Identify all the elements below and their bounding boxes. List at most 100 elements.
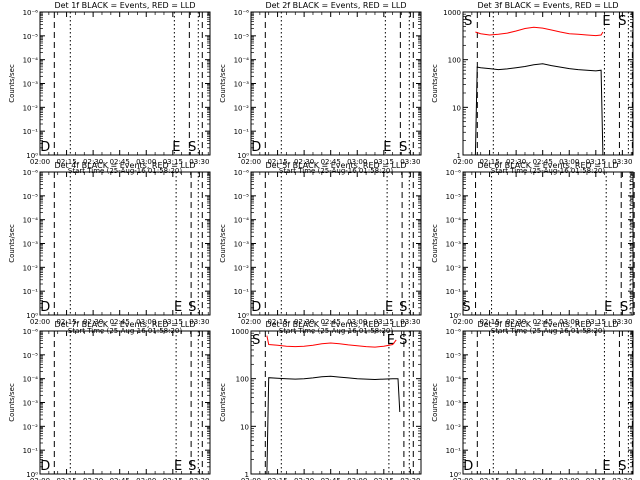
y-tick-label: 10⁻⁴ [23,57,39,65]
y-tick-label: 10⁻⁶ [446,169,462,177]
x-tick-label: 03:15 [586,158,606,166]
plot-frame [250,11,422,156]
y-tick-label: 10⁻⁴ [23,217,39,225]
x-tick-label: 02:15 [267,318,287,326]
x-tick-label: 02:45 [110,158,130,166]
x-tick-label: 03:15 [163,158,183,166]
marker-label-e: E [602,14,610,29]
x-tick-label: 03:15 [163,477,183,480]
y-tick-label: 10⁻² [234,264,250,272]
y-tick-label: 10⁻³ [23,400,39,408]
chart-panel-6: Det 6f BLACK = Events, RED = LLD Counts/s… [431,161,635,335]
y-tick-label: 10⁻¹ [446,447,462,455]
y-tick-label: 10⁻⁴ [234,217,250,225]
x-tick-label: 03:30 [612,477,632,480]
chart-panel-1: Det 1f BLACK = Events, RED = LLD Counts/s… [8,1,211,175]
marker-label-s: S [399,140,407,155]
chart-title: Det 8f BLACK = Events, RED = LLD [265,320,406,329]
x-tick-label: 03:15 [586,318,606,326]
x-tick-label: 02:00 [453,318,473,326]
x-tick-label: 02:00 [453,477,473,480]
x-tick-label: 02:00 [241,158,261,166]
lld-rate-line [266,335,397,348]
chart-panel-5: Det 5f BLACK = Events, RED = LLD Counts/s… [219,161,422,335]
plot-frame [39,330,211,475]
x-tick-label: 02:30 [506,477,526,480]
x-tick-label: 03:00 [559,477,579,480]
x-tick-label: 02:30 [506,318,526,326]
y-tick-label: 10⁻² [23,104,39,112]
chart-panel-2: Det 2f BLACK = Events, RED = LLD Counts/s… [219,1,422,175]
x-tick-label: 03:30 [189,477,209,480]
y-tick-label: 10⁻⁴ [234,57,250,65]
y-tick-label: 10⁻⁶ [234,169,250,177]
y-tick-label: 10⁻¹ [23,447,39,455]
marker-label-s: S [188,459,196,474]
x-tick-label: 02:30 [294,318,314,326]
x-tick-label: 02:00 [241,318,261,326]
x-tick-label: 03:30 [400,158,420,166]
x-tick-label: 02:00 [453,158,473,166]
marker-label-d: D [40,459,50,474]
y-tick-label: 10⁻⁵ [23,33,39,41]
marker-label-s: S [464,14,472,29]
marker-label-s: S [620,300,628,315]
marker-label-s: S [188,300,196,315]
y-axis-label: Counts/sec [431,64,439,103]
y-axis-label: Counts/sec [219,64,227,103]
x-tick-label: 02:15 [479,158,499,166]
y-tick-label: 10⁰ [449,312,461,320]
marker-label-e: E [174,300,182,315]
x-tick-label: 03:15 [586,477,606,480]
x-tick-label: 02:30 [294,158,314,166]
y-tick-label: 1 [245,471,249,479]
marker-label-s: S [399,300,407,315]
y-tick-label: 10⁻¹ [234,128,250,136]
x-tick-label: 02:15 [56,477,76,480]
marker-label-e: E [387,333,395,348]
plot-frame [462,330,634,475]
x-tick-label: 03:30 [612,158,632,166]
y-axis-label: Counts/sec [219,224,227,263]
y-tick-label: 10⁻⁶ [23,9,39,17]
y-tick-label: 10⁻⁵ [23,193,39,201]
x-tick-label: 03:30 [189,318,209,326]
y-tick-label: 10⁰ [26,152,38,160]
x-tick-label: 02:30 [294,477,314,480]
chart-title: Det 5f BLACK = Events, RED = LLD [265,161,406,170]
y-tick-label: 10⁻¹ [234,288,250,296]
y-tick-label: 100 [448,57,461,65]
y-tick-label: 1 [457,152,461,160]
x-tick-label: 02:00 [30,477,50,480]
x-tick-label: 02:30 [83,318,103,326]
y-tick-label: 10 [452,104,461,112]
marker-label-e: E [383,140,391,155]
x-axis-label: Start Time (25-Aug-16 01:58:20) [279,167,393,175]
x-tick-label: 02:15 [479,318,499,326]
chart-title: Det 9f BLACK = Events, RED = LLD [477,320,618,329]
y-tick-label: 10⁻³ [23,241,39,249]
chart-title: Det 7f BLACK = Events, RED = LLD [54,320,195,329]
x-tick-label: 02:15 [479,477,499,480]
y-tick-label: 10⁻⁶ [234,9,250,17]
x-tick-label: 02:45 [533,158,553,166]
y-tick-label: 10⁻⁶ [446,328,462,336]
marker-label-s: S [618,14,626,29]
x-tick-label: 03:00 [559,158,579,166]
y-axis-label: Counts/sec [219,383,227,422]
x-tick-label: 03:00 [347,477,367,480]
x-tick-label: 03:15 [374,318,394,326]
marker-label-s: S [399,333,407,348]
y-tick-label: 10 [240,423,249,431]
y-tick-label: 10⁻⁵ [234,33,250,41]
y-tick-label: 1000 [231,328,249,336]
marker-label-e: E [602,459,610,474]
x-tick-label: 02:45 [321,318,341,326]
marker-label-e: E [174,459,182,474]
x-tick-label: 03:00 [347,318,367,326]
lld-rate-line [475,26,604,37]
x-tick-label: 03:15 [374,158,394,166]
x-tick-label: 02:45 [533,318,553,326]
x-axis-label: Start Time (25-Aug-16 01:58:20) [68,167,182,175]
